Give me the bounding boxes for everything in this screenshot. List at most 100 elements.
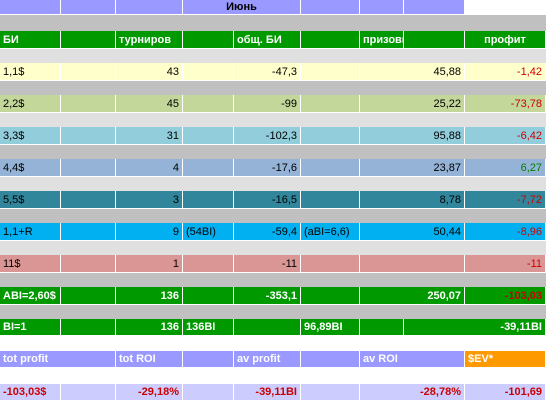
cell[interactable] xyxy=(116,0,183,15)
cell-extra[interactable] xyxy=(183,127,234,145)
cell[interactable] xyxy=(61,31,116,49)
cell-extra[interactable] xyxy=(183,255,234,273)
summary-ev[interactable]: -101,69 xyxy=(465,384,546,401)
summary-av-profit[interactable]: -39,11BI xyxy=(234,384,301,401)
cell-extra[interactable]: (aBI=6,6) xyxy=(301,223,360,241)
cell[interactable] xyxy=(301,0,360,15)
cell[interactable] xyxy=(61,223,116,241)
summary-header-av-roi[interactable]: av ROI xyxy=(360,351,465,368)
summary-header-tot-profit[interactable]: tot profit xyxy=(0,351,116,368)
cell[interactable] xyxy=(301,31,360,49)
cell-extra[interactable] xyxy=(301,127,360,145)
cell-extra[interactable] xyxy=(301,255,360,273)
cell-total[interactable]: -17,6 xyxy=(234,159,301,177)
cell-count[interactable]: 31 xyxy=(116,127,183,145)
bi-count[interactable]: 136 xyxy=(116,319,183,336)
cell-extra[interactable] xyxy=(301,159,360,177)
header-profit[interactable]: профит xyxy=(465,31,546,49)
cell-total[interactable]: -11 xyxy=(234,255,301,273)
cell-extra[interactable] xyxy=(301,63,360,81)
cell-extra[interactable] xyxy=(183,191,234,209)
cell-bi[interactable]: 1,1$ xyxy=(0,63,61,81)
summary-header-av-profit[interactable]: av profit xyxy=(234,351,301,368)
cell[interactable] xyxy=(61,255,116,273)
cell-extra[interactable] xyxy=(301,95,360,113)
abi-profit[interactable]: -103,03 xyxy=(465,287,546,305)
cell-prize[interactable]: 95,88 xyxy=(360,127,465,145)
cell[interactable] xyxy=(360,0,404,15)
cell-prize[interactable]: 8,78 xyxy=(360,191,465,209)
cell[interactable] xyxy=(183,287,234,305)
cell-profit[interactable]: -7,72 xyxy=(465,191,546,209)
summary-av-roi[interactable]: -28,78% xyxy=(360,384,465,401)
bi-profit[interactable]: -39,11BI xyxy=(404,319,546,336)
cell-extra[interactable] xyxy=(183,95,234,113)
cell-bi[interactable]: 4,4$ xyxy=(0,159,61,177)
abi-label[interactable]: ABI=2,60$ xyxy=(0,287,61,305)
cell-bi[interactable]: 11$ xyxy=(0,255,61,273)
cell-prize[interactable]: 25,22 xyxy=(360,95,465,113)
cell-total[interactable]: -59,4 xyxy=(234,223,301,241)
bi-label[interactable]: BI=1 xyxy=(0,319,61,336)
cell-count[interactable]: 4 xyxy=(116,159,183,177)
cell-total[interactable]: -102,3 xyxy=(234,127,301,145)
bi-total[interactable]: 136BI xyxy=(183,319,234,336)
bi-prize[interactable]: 96,89BI xyxy=(301,319,360,336)
cell-profit[interactable]: -73,78 xyxy=(465,95,546,113)
cell-total[interactable]: -99 xyxy=(234,95,301,113)
cell[interactable] xyxy=(360,319,404,336)
cell[interactable] xyxy=(301,384,360,401)
cell-count[interactable]: 45 xyxy=(116,95,183,113)
cell-profit[interactable]: -11 xyxy=(465,255,546,273)
cell[interactable] xyxy=(61,0,116,15)
cell[interactable] xyxy=(404,0,465,15)
cell-extra[interactable] xyxy=(183,159,234,177)
header-count[interactable]: турниров xyxy=(116,31,183,49)
cell[interactable] xyxy=(61,384,116,401)
cell-count[interactable]: 9 xyxy=(116,223,183,241)
cell-prize[interactable] xyxy=(360,255,465,273)
cell-bi[interactable]: 2,2$ xyxy=(0,95,61,113)
cell[interactable] xyxy=(61,287,116,305)
header-bi[interactable]: БИ xyxy=(0,31,61,49)
cell[interactable] xyxy=(0,0,61,15)
cell[interactable] xyxy=(404,31,465,49)
cell-total[interactable]: -47,3 xyxy=(234,63,301,81)
cell-count[interactable]: 1 xyxy=(116,255,183,273)
header-total[interactable]: общ. БИ xyxy=(234,31,301,49)
cell-bi[interactable]: 1,1+R xyxy=(0,223,61,241)
cell[interactable] xyxy=(61,127,116,145)
cell-total[interactable]: -16,5 xyxy=(234,191,301,209)
cell-profit[interactable]: -6,42 xyxy=(465,127,546,145)
cell[interactable] xyxy=(301,287,360,305)
cell-extra[interactable] xyxy=(301,191,360,209)
header-prize[interactable]: призовые xyxy=(360,31,404,49)
cell-bi[interactable]: 5,5$ xyxy=(0,191,61,209)
cell-extra[interactable] xyxy=(183,63,234,81)
cell[interactable] xyxy=(61,319,116,336)
cell[interactable] xyxy=(183,384,234,401)
cell-profit[interactable]: 6,27 xyxy=(465,159,546,177)
summary-header-tot-roi[interactable]: tot ROI xyxy=(116,351,183,368)
cell-prize[interactable]: 23,87 xyxy=(360,159,465,177)
summary-header-ev[interactable]: $EV* xyxy=(465,351,546,368)
abi-total[interactable]: -353,1 xyxy=(234,287,301,305)
cell-count[interactable]: 43 xyxy=(116,63,183,81)
cell[interactable] xyxy=(301,351,360,368)
abi-count[interactable]: 136 xyxy=(116,287,183,305)
cell-prize[interactable]: 50,44 xyxy=(360,223,465,241)
cell-profit[interactable]: -8,96 xyxy=(465,223,546,241)
abi-prize[interactable]: 250,07 xyxy=(360,287,465,305)
cell[interactable] xyxy=(183,351,234,368)
cell-bi[interactable]: 3,3$ xyxy=(0,127,61,145)
cell[interactable] xyxy=(61,191,116,209)
cell[interactable] xyxy=(61,63,116,81)
cell[interactable] xyxy=(183,31,234,49)
cell-profit[interactable]: -1,42 xyxy=(465,63,546,81)
summary-tot-profit[interactable]: -103,03$ xyxy=(0,384,61,401)
cell[interactable] xyxy=(61,95,116,113)
cell-prize[interactable]: 45,88 xyxy=(360,63,465,81)
cell-extra[interactable]: (54BI) xyxy=(183,223,234,241)
cell[interactable] xyxy=(234,319,301,336)
month-title[interactable]: Июнь xyxy=(183,0,301,15)
